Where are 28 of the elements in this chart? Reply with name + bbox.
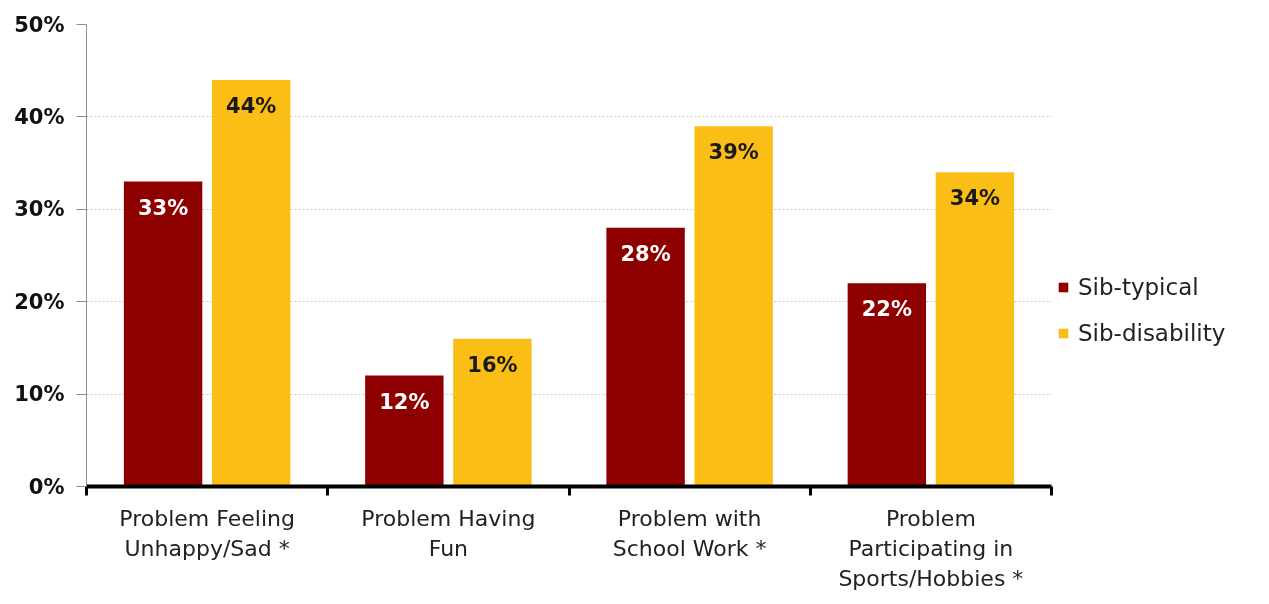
x-tick-label: Problem with School Work * (612, 505, 767, 561)
bar (453, 338, 532, 487)
y-tick-label: 20% (14, 289, 65, 314)
data-label: 28% (620, 241, 671, 266)
data-label: 44% (226, 93, 277, 118)
data-label: 34% (949, 186, 1001, 211)
legend-label: Sib-typical (1078, 274, 1199, 300)
data-label: 12% (379, 389, 430, 414)
data-label: 39% (708, 140, 759, 165)
bar (935, 172, 1015, 487)
y-tick-label: 50% (14, 12, 65, 37)
legend-label: Sib-disability (1078, 320, 1226, 346)
bar (606, 227, 685, 487)
y-tick-label: 40% (14, 104, 65, 129)
x-tick-label: Problem Feeling Unhappy/Sad * (119, 505, 295, 561)
bar (847, 283, 927, 487)
data-label: 22% (861, 297, 912, 322)
bar (694, 126, 773, 487)
y-tick-label: 30% (14, 197, 65, 222)
y-tick-label: 10% (14, 382, 65, 407)
bar (211, 79, 291, 487)
bar (365, 375, 444, 487)
data-label: 33% (137, 195, 189, 220)
data-label: 16% (467, 352, 518, 377)
x-tick-label: Problem Participating in Sports/Hobbies * (838, 505, 1024, 591)
x-tick-label: Problem Having Fun (361, 505, 536, 561)
bar (123, 181, 203, 487)
y-tick-label: 0% (28, 474, 65, 499)
